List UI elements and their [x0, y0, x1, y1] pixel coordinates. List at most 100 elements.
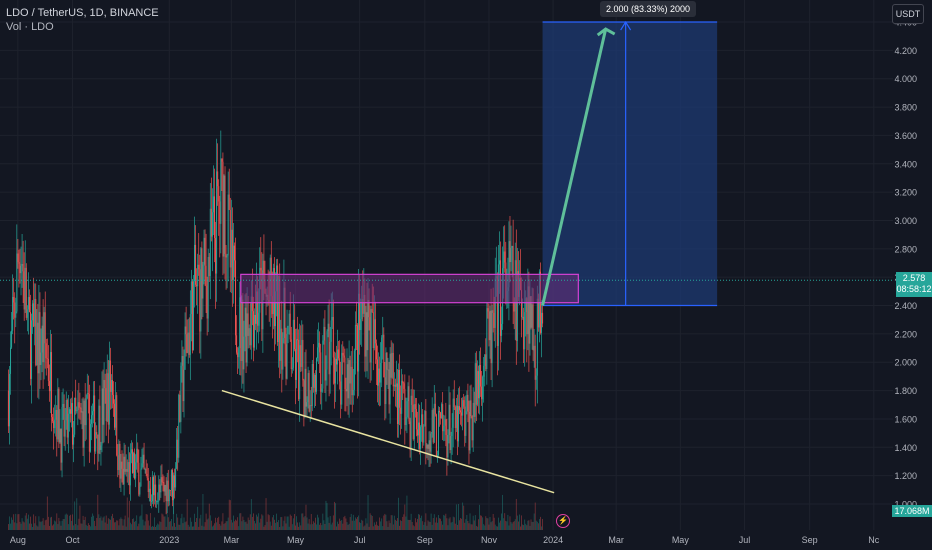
- candle-body: [451, 427, 453, 437]
- volume-bar: [111, 516, 112, 530]
- volume-bar: [99, 518, 101, 530]
- volume-bar: [366, 523, 368, 530]
- candle-body: [115, 395, 117, 428]
- y-tick-label: 1.600: [894, 414, 917, 424]
- candle-body: [176, 439, 178, 469]
- volume-bar: [319, 524, 321, 530]
- volume-bar: [70, 514, 71, 530]
- candle-body: [463, 400, 465, 407]
- volume-indicator-label[interactable]: Vol · LDO: [6, 21, 54, 33]
- volume-bar: [432, 518, 434, 530]
- volume-bar: [236, 520, 237, 530]
- candle-body: [288, 313, 290, 326]
- candle-body: [209, 208, 211, 277]
- candle-body: [138, 462, 140, 495]
- volume-bar: [385, 514, 387, 530]
- volume-bar: [118, 525, 120, 530]
- candle-body: [34, 298, 36, 327]
- candle-body: [250, 296, 252, 346]
- volume-bar: [381, 518, 383, 530]
- volume-bar: [228, 499, 230, 530]
- volume-bar: [41, 521, 43, 530]
- lightning-icon[interactable]: ⚡: [556, 514, 570, 528]
- resistance-zone[interactable]: [240, 273, 579, 304]
- candle-body: [389, 353, 391, 405]
- candle-body: [118, 443, 120, 471]
- candle-body: [249, 328, 251, 346]
- volume-bar: [88, 525, 90, 530]
- volume-bar: [95, 526, 97, 530]
- candle-body: [466, 394, 468, 412]
- volume-bar: [442, 524, 444, 530]
- volume-bar: [438, 515, 439, 530]
- volume-bar: [270, 525, 272, 530]
- volume-bar: [280, 517, 282, 530]
- candle-body: [227, 194, 229, 256]
- volume-bar: [449, 517, 451, 530]
- x-tick-label: Oct: [66, 535, 81, 545]
- volume-bar: [492, 513, 494, 530]
- candle-body: [181, 356, 183, 366]
- volume-bar: [332, 515, 334, 530]
- volume-bar: [108, 519, 110, 530]
- volume-bar: [167, 517, 169, 530]
- candle-body: [13, 297, 15, 303]
- candle-body: [99, 405, 101, 450]
- candle-body: [426, 444, 428, 449]
- candle-body: [297, 339, 299, 341]
- volume-bar: [377, 525, 378, 530]
- y-tick-label: 3.800: [894, 103, 917, 113]
- candle-body: [223, 175, 225, 257]
- candle-body: [171, 470, 173, 501]
- volume-bar: [181, 513, 183, 530]
- volume-bar: [397, 518, 398, 530]
- candle-body: [376, 359, 378, 386]
- volume-bar: [318, 517, 320, 530]
- support-trendline[interactable]: [221, 389, 555, 494]
- candle-body: [27, 297, 29, 310]
- candle-body: [441, 404, 443, 419]
- candle-body: [305, 368, 307, 407]
- candle-body: [164, 484, 166, 492]
- volume-bar: [222, 513, 224, 530]
- candle-body: [263, 260, 265, 280]
- volume-bar: [113, 518, 114, 530]
- volume-bar: [450, 522, 452, 530]
- y-tick-label: 2.200: [894, 329, 917, 339]
- volume-bar: [240, 513, 242, 530]
- candle-body: [350, 366, 352, 384]
- volume-bar: [15, 513, 17, 530]
- volume-bar: [35, 516, 37, 530]
- candle-body: [82, 411, 84, 448]
- candle-body: [511, 245, 513, 248]
- x-tick-label: Nc: [868, 535, 879, 545]
- candle-body: [509, 241, 511, 263]
- candle-body: [183, 369, 185, 402]
- currency-button[interactable]: USDT: [892, 4, 924, 24]
- symbol-title[interactable]: LDO / TetherUS, 1D, BINANCE: [6, 7, 159, 19]
- volume-bar: [8, 524, 9, 530]
- candle-body: [78, 402, 80, 408]
- volume-bar: [231, 522, 233, 530]
- volume-bar: [62, 518, 64, 530]
- volume-bar: [435, 517, 437, 530]
- candle-body: [93, 395, 95, 412]
- volume-bar: [441, 521, 443, 530]
- candle-body: [120, 461, 122, 479]
- target-box[interactable]: [542, 22, 718, 306]
- candle-body: [407, 386, 409, 402]
- volume-bar: [265, 498, 267, 530]
- candle-body: [385, 352, 387, 405]
- volume-bar: [168, 521, 170, 530]
- candle-body: [247, 313, 249, 336]
- volume-bar: [353, 520, 355, 530]
- volume-bar: [534, 502, 536, 530]
- volume-bar: [213, 525, 214, 530]
- volume-bar: [281, 517, 283, 530]
- candle-body: [366, 312, 368, 351]
- candle-body: [476, 371, 478, 405]
- target-arrow[interactable]: [541, 28, 608, 306]
- candle-body: [394, 384, 396, 387]
- candle-body: [313, 375, 315, 388]
